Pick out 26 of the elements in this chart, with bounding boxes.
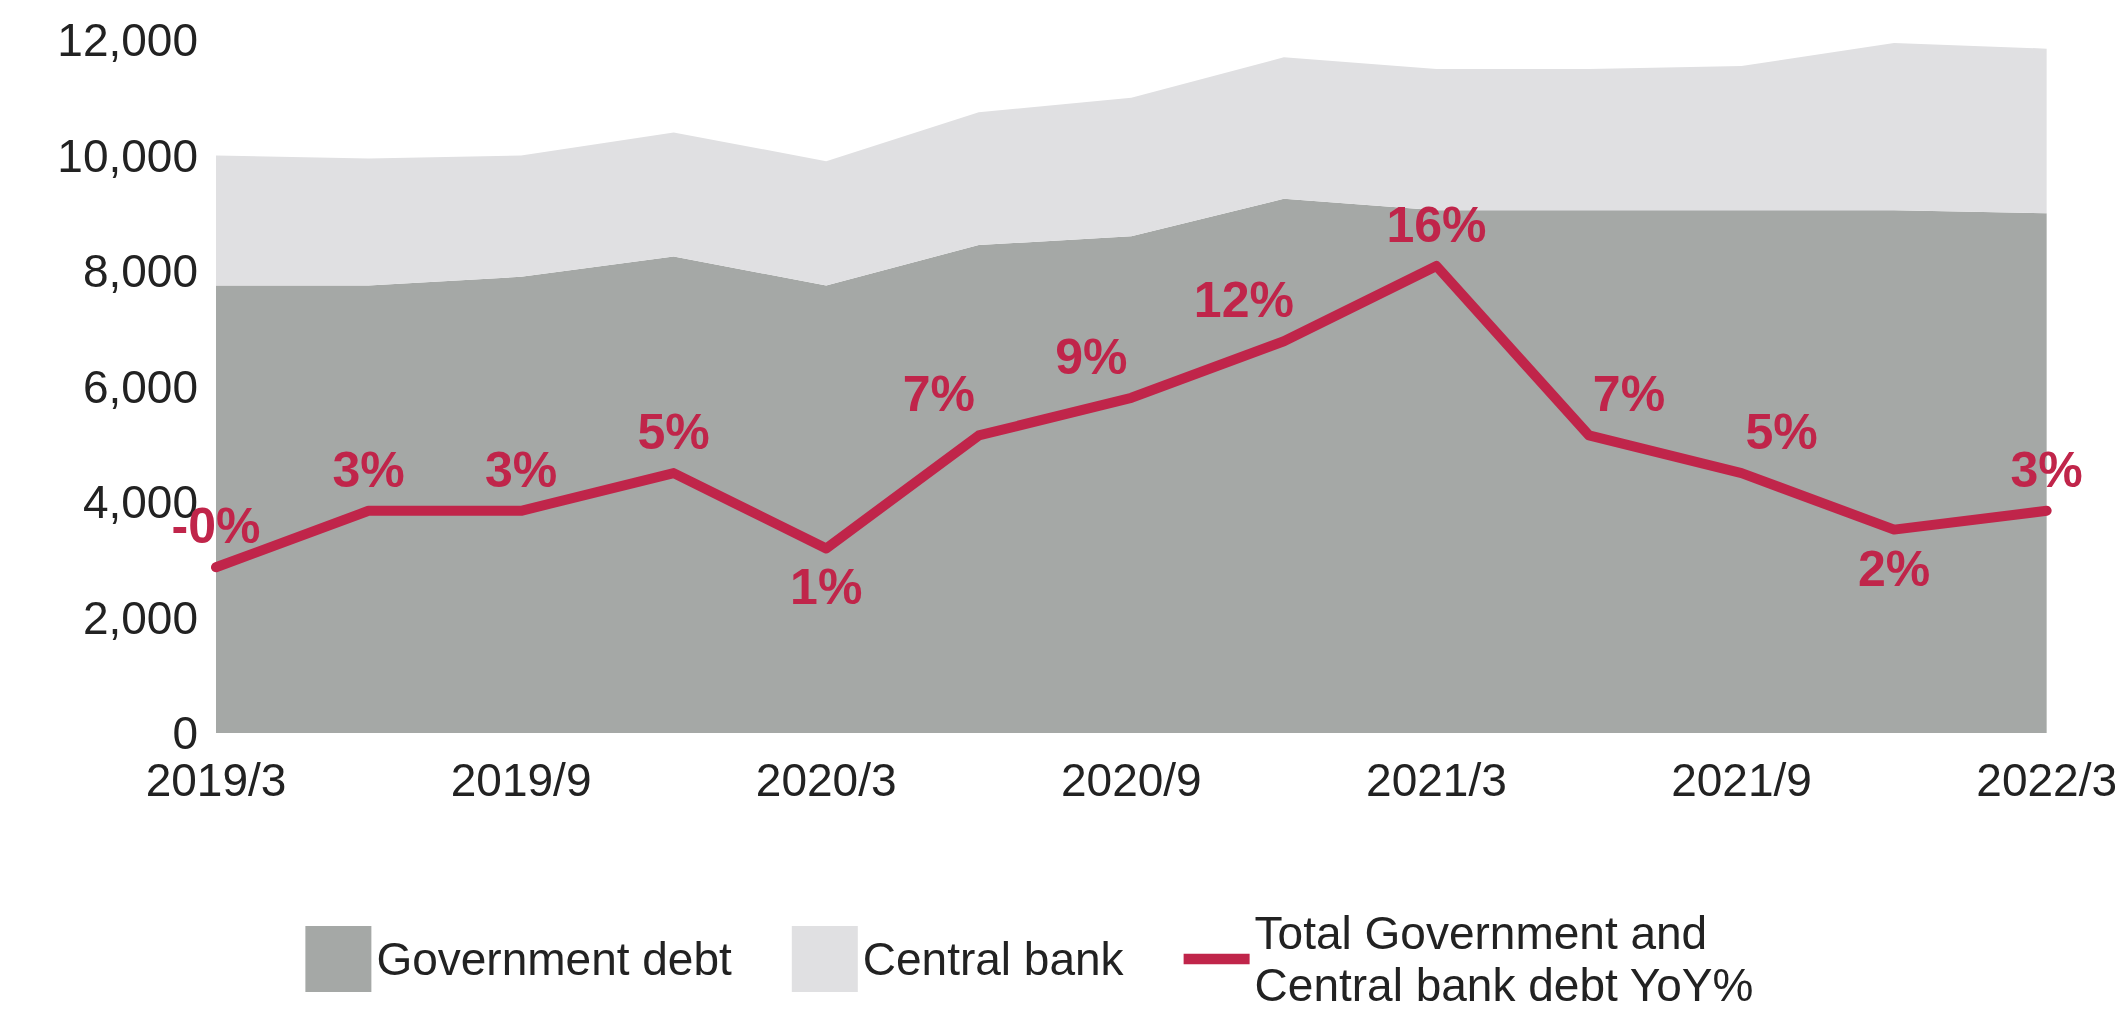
x-tick-label: 2020/3 <box>755 754 897 806</box>
y-tick-label: 6,000 <box>82 360 198 413</box>
data-label: 3% <box>2010 441 2083 498</box>
y-tick-label: 2,000 <box>82 591 198 644</box>
y-tick-label: 12,000 <box>57 14 198 66</box>
x-tick-label: 2019/9 <box>450 754 592 806</box>
data-label: 7% <box>1592 366 1666 423</box>
data-label: 7% <box>902 366 975 423</box>
legend-label: Total Government and Central bank debt YoY% <box>1254 907 1754 1011</box>
legend-label: Government debt <box>376 933 733 985</box>
data-label: 9% <box>1055 328 1128 385</box>
data-label: 3% <box>332 441 405 498</box>
data-label: 16% <box>1386 196 1487 253</box>
x-tick-label: 2021/9 <box>1671 754 1812 806</box>
data-label: 5% <box>1745 404 1818 461</box>
data-label: 1% <box>790 559 863 616</box>
data-label: 5% <box>637 404 710 461</box>
y-tick-label: 10,000 <box>57 129 198 182</box>
x-tick-label: 2022/3 <box>1976 754 2117 806</box>
data-label: 12% <box>1193 272 1294 329</box>
data-label: 3% <box>484 441 558 498</box>
data-label: 2% <box>1857 540 1931 597</box>
y-tick-label: 8,000 <box>82 245 198 297</box>
legend-label: Central bank <box>862 933 1125 985</box>
x-tick-label: 2021/3 <box>1366 754 1507 806</box>
x-tick-label: 2020/9 <box>1060 754 1202 806</box>
